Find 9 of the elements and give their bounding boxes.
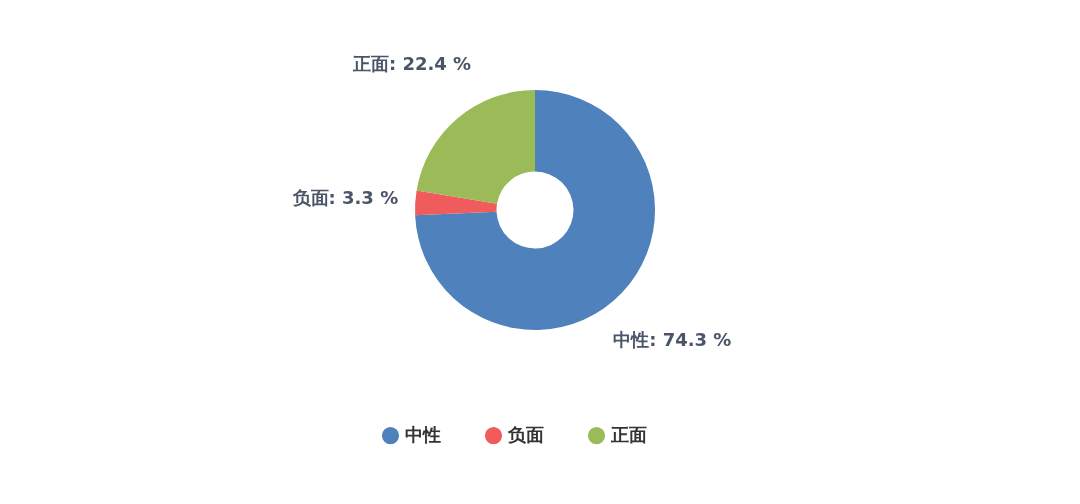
- donut-slice: [416, 90, 535, 204]
- category-label: 负面: 3.3 %: [292, 186, 399, 208]
- donut-slice: [415, 90, 655, 330]
- legend-label: 中性: [405, 423, 441, 445]
- legend-label: 负面: [507, 423, 544, 445]
- donut-slice: [415, 190, 498, 216]
- legend-label: 正面: [610, 423, 647, 445]
- category-label: 正面: 22.4 %: [352, 53, 472, 75]
- category-label: 中性: 74.3 %: [613, 329, 732, 351]
